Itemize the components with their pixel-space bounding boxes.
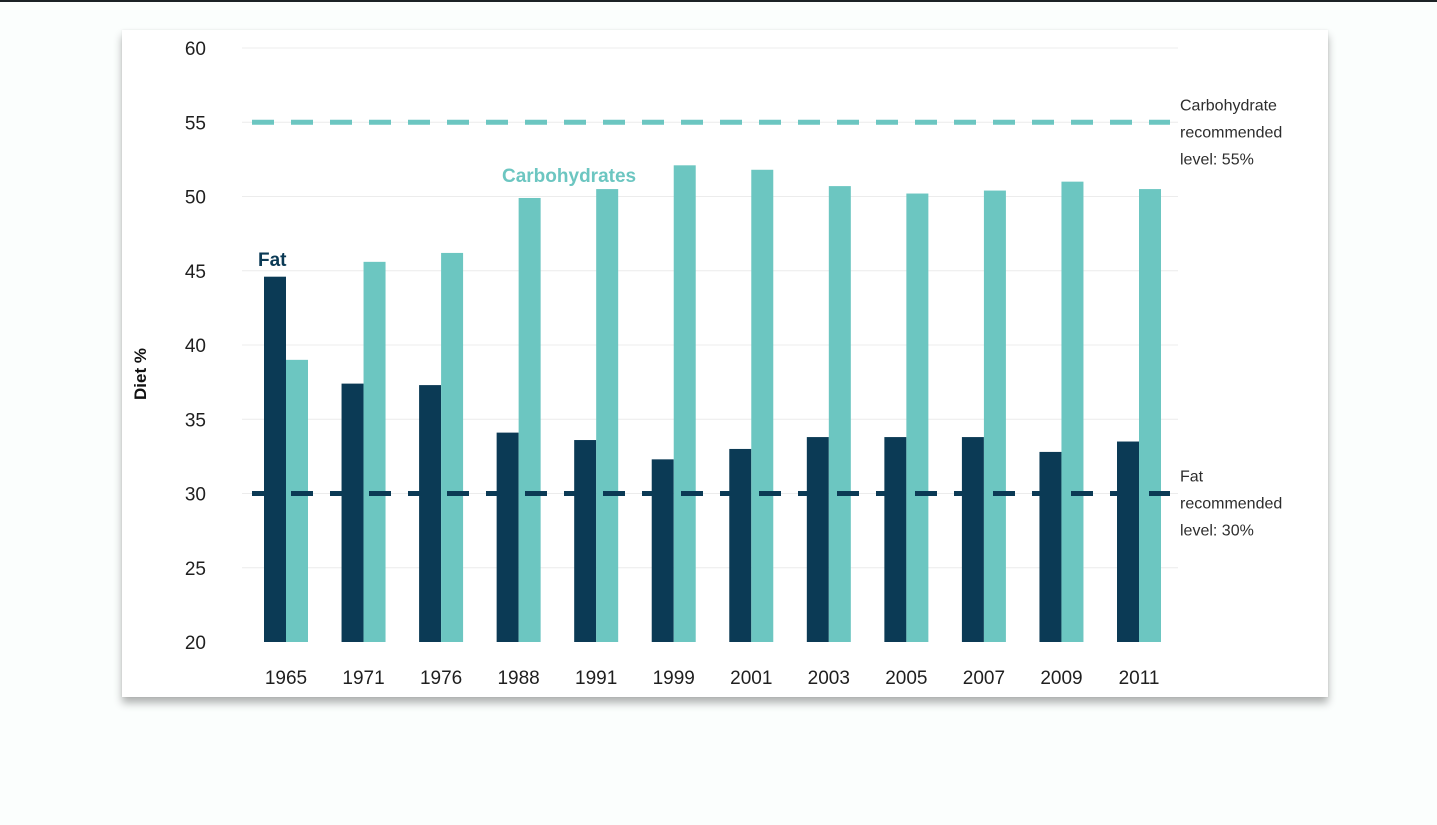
- gridlines: [242, 47, 1178, 569]
- x-tick-label-2005: 2005: [885, 668, 927, 689]
- x-tick-label-1965: 1965: [265, 668, 307, 689]
- x-tick-label-2001: 2001: [730, 668, 772, 689]
- bar-carbohydrates-2003: [828, 186, 851, 643]
- top-edge-line: [0, 0, 1437, 2]
- bar-carbohydrates-1991: [596, 189, 619, 642]
- bars: [264, 165, 1161, 643]
- bar-carbohydrates-2001: [751, 169, 774, 642]
- x-tick-label-2003: 2003: [808, 668, 850, 689]
- series-label-carbohydrates: Carbohydrates: [502, 166, 636, 187]
- bar-carbohydrates-2007: [983, 190, 1006, 642]
- reference-label-55-line-2: recommended: [1180, 124, 1282, 141]
- bar-fat-2001: [729, 448, 752, 642]
- x-tick-label-1976: 1976: [420, 668, 462, 689]
- y-tick-label-45: 45: [185, 262, 206, 283]
- bar-carbohydrates-1976: [441, 252, 464, 642]
- x-tick-label-1999: 1999: [653, 668, 695, 689]
- diet-percentage-bar-chart: 20 25 30 35 40 45 50 55 60 Diet % Carbohydrate re…: [131, 39, 1282, 689]
- y-axis-ticks: 20 25 30 35 40 45 50 55 60: [185, 39, 206, 654]
- x-tick-label-1991: 1991: [575, 668, 617, 689]
- reference-label-30-line-1: Fat: [1180, 469, 1204, 486]
- bar-fat-1971: [341, 383, 364, 642]
- x-axis-ticks: 1965 1971 1976 1988 1991 1999 2001 2003 2005 2007…: [265, 668, 1160, 689]
- y-tick-label-25: 25: [185, 559, 206, 580]
- y-tick-label-50: 50: [185, 188, 206, 209]
- reference-label-55-line-1: Carbohydrate: [1180, 97, 1277, 114]
- bar-carbohydrates-2009: [1061, 181, 1084, 642]
- y-tick-label-60: 60: [185, 39, 206, 60]
- bar-fat-1965: [264, 276, 286, 642]
- x-tick-label-1971: 1971: [342, 668, 384, 689]
- x-tick-label-2011: 2011: [1119, 668, 1160, 689]
- reference-label-30-line-3: level: 30%: [1180, 523, 1254, 540]
- series-label-fat: Fat: [258, 250, 287, 271]
- y-tick-label-30: 30: [185, 485, 206, 506]
- bar-carbohydrates-1965: [286, 359, 308, 642]
- x-tick-label-2007: 2007: [963, 668, 1005, 689]
- reference-lines: Carbohydrate recommended level: 55% Fat reco…: [252, 97, 1282, 540]
- bar-fat-2003: [806, 437, 829, 642]
- bar-fat-2007: [961, 437, 984, 642]
- reference-label-55-line-3: level: 55%: [1180, 151, 1254, 168]
- chart-card: 20 25 30 35 40 45 50 55 60 Diet % Carbohydrate re…: [122, 30, 1328, 697]
- bar-carbohydrates-1971: [363, 261, 386, 642]
- bar-carbohydrates-1988: [518, 197, 541, 643]
- bar-fat-1999: [651, 459, 674, 642]
- bar-fat-2009: [1039, 451, 1062, 642]
- bar-fat-1976: [419, 385, 442, 642]
- bar-carbohydrates-1999: [673, 165, 696, 642]
- bar-fat-1988: [496, 432, 519, 642]
- y-tick-label-35: 35: [185, 410, 206, 431]
- bar-fat-2011: [1117, 441, 1139, 642]
- bar-fat-1991: [574, 440, 597, 642]
- y-tick-label-20: 20: [185, 633, 206, 654]
- reference-label-30-line-2: recommended: [1180, 496, 1282, 513]
- bar-fat-2005: [884, 437, 907, 642]
- bar-carbohydrates-2011: [1139, 189, 1161, 642]
- y-axis-label: Diet %: [131, 348, 150, 400]
- y-tick-label-55: 55: [185, 113, 206, 134]
- bar-carbohydrates-2005: [906, 193, 929, 642]
- x-tick-label-1988: 1988: [497, 668, 539, 689]
- x-tick-label-2009: 2009: [1040, 668, 1082, 689]
- y-tick-label-40: 40: [185, 336, 206, 357]
